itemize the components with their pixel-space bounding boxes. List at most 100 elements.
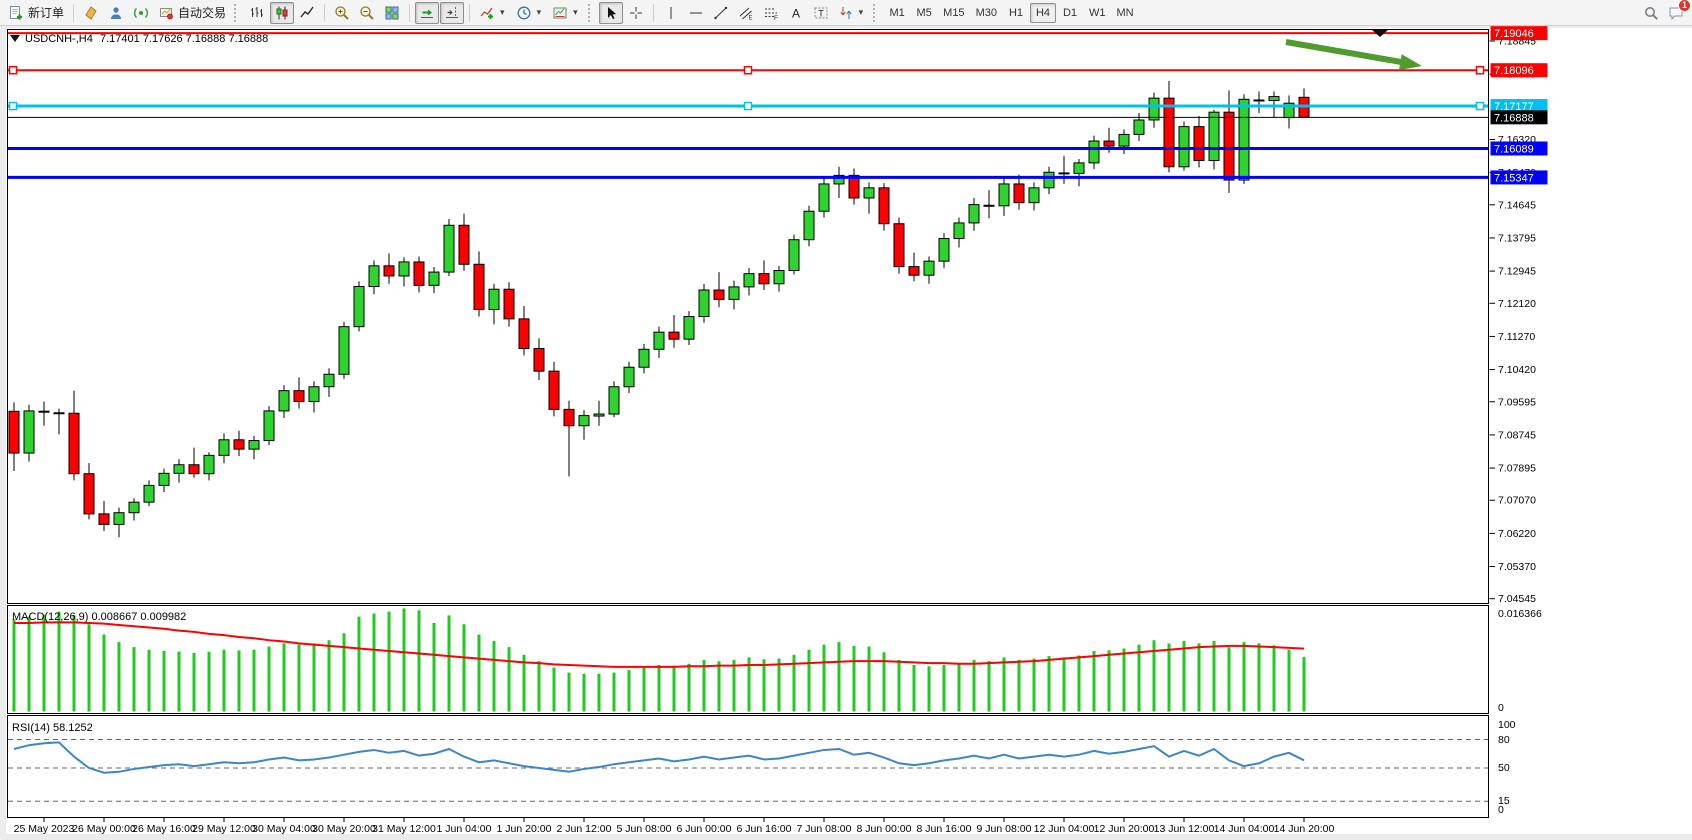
candle-body: [158, 472, 170, 486]
hline-handle[interactable]: [743, 65, 753, 75]
new-order-button[interactable]: 新订单: [4, 2, 68, 24]
chart-line-button[interactable]: [295, 2, 319, 24]
candle-body: [998, 183, 1010, 207]
zoom-out-button[interactable]: [355, 2, 379, 24]
timeframe-h4-button[interactable]: H4: [1029, 2, 1056, 23]
arrows-dropdown[interactable]: ▾: [858, 7, 864, 17]
chat-button[interactable]: 1: [1664, 0, 1691, 24]
candle-body: [1238, 98, 1250, 181]
svg-text:F: F: [774, 15, 778, 21]
rsi-pane[interactable]: [7, 715, 1489, 818]
time-tick-label: 12 Jun 20:00: [1094, 823, 1155, 835]
time-tick-label: 14 Jun 04:00: [1214, 823, 1275, 835]
candle-body: [173, 464, 185, 474]
horizontal-line-icon: [688, 5, 704, 21]
hline-handle[interactable]: [1475, 65, 1485, 75]
chart-ohlc-readout: 7.17401 7.17626 7.16888 7.16888: [100, 33, 268, 45]
hline-handle[interactable]: [1475, 101, 1485, 111]
trend-arrow-line[interactable]: [1285, 39, 1405, 66]
vertical-line-button[interactable]: [659, 2, 683, 24]
toolbar-separator: [73, 3, 75, 22]
line-chart-icon: [299, 5, 315, 21]
text-button[interactable]: A: [784, 2, 808, 24]
candle-body: [893, 223, 905, 268]
community-button[interactable]: [104, 2, 128, 24]
main-chart-pane[interactable]: [7, 29, 1489, 604]
candle-body: [1133, 119, 1145, 135]
search-button[interactable]: [1639, 2, 1663, 24]
arrows-button[interactable]: ▾: [834, 2, 870, 24]
indicators-button[interactable]: ▾: [475, 2, 511, 24]
trendline-button[interactable]: [709, 2, 733, 24]
symbol-collapse-icon[interactable]: [10, 35, 20, 42]
time-tick-label: 9 Jun 08:00: [977, 823, 1032, 835]
candle-body: [713, 289, 725, 300]
tile-windows-button[interactable]: [380, 2, 404, 24]
candle-body: [128, 501, 140, 514]
hline-handle[interactable]: [743, 101, 753, 111]
price-tick-label: 7.13795: [1498, 232, 1536, 244]
candle-body: [638, 348, 650, 368]
zoom-in-button[interactable]: [330, 2, 354, 24]
timeframe-w1-button[interactable]: W1: [1084, 3, 1111, 23]
price-badge-label: 7.16888: [1494, 112, 1534, 124]
timeframe-mn-button[interactable]: MN: [1111, 3, 1138, 23]
templates-dropdown[interactable]: ▾: [573, 7, 578, 17]
chart-bars-button[interactable]: [245, 2, 269, 24]
chart-shift-marker[interactable]: [1371, 29, 1389, 38]
crosshair-button[interactable]: [624, 2, 648, 24]
indicators-dropdown[interactable]: ▾: [500, 7, 505, 17]
zoom-in-icon: [334, 5, 350, 21]
metaeditor-button[interactable]: [79, 2, 103, 24]
horizontal-line-button[interactable]: [684, 2, 708, 24]
candle-body: [623, 366, 635, 388]
toolbar-separator: [652, 3, 654, 22]
hline-handle[interactable]: [8, 101, 18, 111]
trendline-icon: [713, 5, 729, 21]
candle-body: [1088, 140, 1100, 164]
macd-signal-line: [14, 621, 1305, 668]
candle-body: [773, 270, 785, 285]
trend-arrow-head[interactable]: [1398, 54, 1422, 71]
chart-area[interactable]: 7.188457.179957.163207.154707.146457.137…: [0, 26, 1692, 840]
timeframe-m1-button[interactable]: M1: [884, 3, 910, 23]
price-tick-label: 7.07895: [1498, 463, 1536, 475]
chart-candles-button[interactable]: [270, 1, 295, 24]
vertical-line-icon: [663, 5, 679, 21]
fibonacci-button[interactable]: F: [759, 2, 783, 24]
candle-body: [1103, 140, 1115, 147]
macd-label: MACD(12,26,9) 0.008667 0.009982: [12, 611, 186, 623]
crosshair-icon: [628, 5, 644, 21]
cursor-button[interactable]: [598, 1, 623, 24]
candle-body: [488, 288, 500, 311]
candle-body: [458, 224, 470, 265]
svg-text:A: A: [792, 6, 800, 20]
community-person-icon: [108, 5, 124, 21]
timeframe-m15-button[interactable]: M15: [938, 3, 969, 23]
periods-button[interactable]: ▾: [512, 2, 548, 24]
toolbar-grip: [873, 3, 878, 22]
autotrading-button[interactable]: 自动交易: [154, 2, 230, 24]
timeframe-h1-button[interactable]: H1: [1003, 3, 1029, 23]
signals-button[interactable]: [129, 2, 153, 24]
timeframe-m30-button[interactable]: M30: [971, 3, 1002, 23]
auto-scroll-button[interactable]: [415, 1, 440, 24]
timeframe-m5-button[interactable]: M5: [911, 3, 937, 23]
channel-icon: E: [738, 5, 754, 21]
clock-icon: [516, 5, 532, 21]
chart-shift-button[interactable]: [440, 1, 465, 24]
candle-body: [338, 326, 350, 375]
hline-handle[interactable]: [8, 65, 18, 75]
periods-dropdown[interactable]: ▾: [536, 7, 542, 17]
rsi-scale-label: 0: [1498, 804, 1504, 816]
time-tick-label: 31 May 12:00: [372, 823, 436, 835]
toolbar-separator: [469, 3, 471, 22]
candle-body: [143, 484, 155, 503]
candle-body: [593, 413, 605, 417]
timeframe-d1-button[interactable]: D1: [1057, 3, 1083, 23]
chart-title: USDCNH-,H4: [25, 33, 93, 45]
equidistant-channel-button[interactable]: E: [734, 2, 758, 24]
templates-button[interactable]: ▾: [548, 2, 584, 24]
candle-body: [83, 473, 95, 515]
text-label-button[interactable]: T: [809, 2, 833, 24]
